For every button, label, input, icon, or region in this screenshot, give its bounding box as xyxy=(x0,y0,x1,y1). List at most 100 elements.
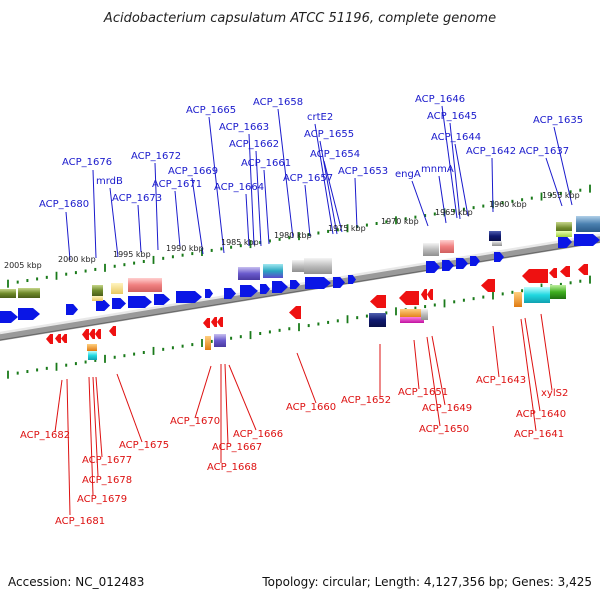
gene-label[interactable]: ACP_1665 xyxy=(186,105,236,116)
gene-label[interactable]: ACP_1673 xyxy=(112,193,162,204)
reverse-gene-arrow xyxy=(427,289,433,300)
gene-label[interactable]: ACP_1663 xyxy=(219,122,269,133)
gene-label[interactable]: ACP_1664 xyxy=(214,182,264,193)
label-leader-line xyxy=(449,122,461,220)
forward-gene-arrow xyxy=(290,280,300,289)
label-leader-line xyxy=(411,180,429,227)
gene-feature-block xyxy=(421,309,428,320)
gene-blocks xyxy=(0,216,600,360)
forward-gene-arrow xyxy=(176,291,202,303)
forward-gene-arrow xyxy=(240,285,258,297)
gene-label[interactable]: ACP_1655 xyxy=(304,129,354,140)
label-leader-line xyxy=(137,204,142,253)
label-leader-line xyxy=(319,140,338,235)
gene-label[interactable]: ACP_1645 xyxy=(427,111,477,122)
gene-label[interactable]: ACP_1654 xyxy=(310,149,360,160)
gene-feature-block xyxy=(524,287,550,303)
gene-feature-block xyxy=(92,296,103,301)
gene-label[interactable]: xylS2 xyxy=(541,388,568,399)
gene-label[interactable]: engA xyxy=(395,169,421,180)
gene-feature-block xyxy=(400,309,424,318)
gene-label[interactable]: ACP_1672 xyxy=(131,151,181,162)
reverse-gene-arrow xyxy=(46,334,53,344)
gene-feature-block xyxy=(304,258,332,274)
gene-label[interactable]: ACP_1681 xyxy=(55,516,105,527)
label-leader-line xyxy=(520,318,537,432)
scale-label: 1980 kbp xyxy=(274,231,312,240)
gene-label[interactable]: ACP_1682 xyxy=(20,430,70,441)
gene-label[interactable]: ACP_1675 xyxy=(119,440,169,451)
label-leader-line xyxy=(492,325,500,378)
forward-gene-arrow xyxy=(456,258,468,269)
gene-label[interactable]: ACP_1666 xyxy=(233,429,283,440)
gene-feature-block xyxy=(492,241,502,246)
label-leader-line xyxy=(545,157,563,207)
gene-label[interactable]: ACP_1671 xyxy=(152,179,202,190)
gene-label[interactable]: ACP_1661 xyxy=(241,158,291,169)
scale-label: 1985 kbp xyxy=(221,238,259,247)
label-leader-line xyxy=(224,363,229,445)
gene-label[interactable]: ACP_1680 xyxy=(39,199,89,210)
forward-gene-arrow xyxy=(112,298,126,309)
gene-label[interactable]: mnmA xyxy=(421,164,454,175)
forward-gene-labels: ACP_1680 ACP_1676 mrdB ACP_1673 ACP_1672… xyxy=(39,94,583,210)
gene-label[interactable]: ACP_1649 xyxy=(422,403,472,414)
gene-feature-block xyxy=(92,285,103,296)
gene-label[interactable]: ACP_1651 xyxy=(398,387,448,398)
gene-label[interactable]: ACP_1644 xyxy=(431,132,481,143)
forward-gene-arrow xyxy=(272,281,288,293)
genome-title: Acidobacterium capsulatum ATCC 51196, co… xyxy=(103,11,496,26)
gene-label[interactable]: ACP_1668 xyxy=(207,462,257,473)
label-leader-line xyxy=(454,143,469,217)
gene-label[interactable]: ACP_1637 xyxy=(519,146,569,157)
reverse-gene-arrow xyxy=(82,329,89,340)
gene-feature-block xyxy=(111,283,123,294)
gene-label[interactable]: ACP_1646 xyxy=(415,94,465,105)
label-leader-line xyxy=(426,336,441,427)
gene-label[interactable]: ACP_1670 xyxy=(170,416,220,427)
gene-label[interactable]: mrdB xyxy=(96,176,123,187)
gene-label[interactable]: ACP_1669 xyxy=(168,166,218,177)
gene-label[interactable]: ACP_1667 xyxy=(212,442,262,453)
label-leader-line xyxy=(441,105,458,219)
gene-label[interactable]: ACP_1640 xyxy=(516,409,566,420)
gene-feature-block xyxy=(514,292,522,307)
gene-label[interactable]: ACP_1635 xyxy=(533,115,583,126)
gene-feature-block xyxy=(128,278,162,292)
gene-feature-block xyxy=(423,243,439,256)
gene-label[interactable]: ACP_1641 xyxy=(514,429,564,440)
gene-feature-block xyxy=(0,289,16,298)
gene-label[interactable]: ACP_1658 xyxy=(253,97,303,108)
gene-label[interactable]: ACP_1678 xyxy=(82,475,132,486)
forward-gene-arrow xyxy=(494,252,504,262)
label-leader-line xyxy=(54,379,63,433)
gene-label[interactable]: crtE2 xyxy=(307,112,333,123)
label-leader-line xyxy=(413,339,420,390)
gene-label[interactable]: ACP_1662 xyxy=(229,139,279,150)
gene-label[interactable]: ACP_1676 xyxy=(62,157,112,168)
gene-feature-block xyxy=(18,288,40,298)
forward-gene-arrow xyxy=(96,300,110,311)
label-leader-line xyxy=(248,133,255,246)
gene-label[interactable]: ACP_1677 xyxy=(82,455,132,466)
gene-label[interactable]: ACP_1679 xyxy=(77,494,127,505)
genome-backbone xyxy=(0,233,600,341)
gene-label[interactable]: ACP_1660 xyxy=(286,402,336,413)
label-leader-line xyxy=(116,373,143,443)
scale-labels: 2005 kbp 2000 kbp 1995 kbp 1990 kbp 1985… xyxy=(4,191,580,270)
forward-gene-arrow xyxy=(154,294,170,305)
topology-text: Topology: circular; Length: 4,127,356 bp… xyxy=(261,575,592,589)
label-leader-line xyxy=(174,190,181,248)
gene-label[interactable]: ACP_1652 xyxy=(341,395,391,406)
label-leader-line xyxy=(431,335,446,406)
forward-gene-arrow xyxy=(470,256,480,266)
label-leader-line xyxy=(491,157,494,213)
gene-label[interactable]: ACP_1650 xyxy=(419,424,469,435)
gene-label[interactable]: ACP_1657 xyxy=(283,173,333,184)
gene-label[interactable]: ACP_1642 xyxy=(466,146,516,157)
label-leader-line xyxy=(109,187,119,258)
gene-label[interactable]: ACP_1653 xyxy=(338,166,388,177)
gene-label[interactable]: ACP_1643 xyxy=(476,375,526,386)
scale-label: 1970 kbp xyxy=(381,217,419,226)
